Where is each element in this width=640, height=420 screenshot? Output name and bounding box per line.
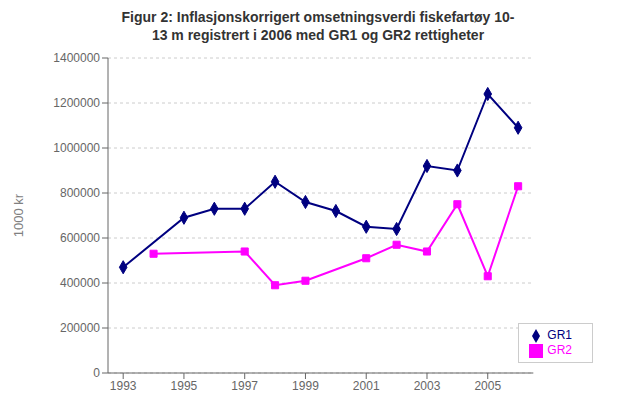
svg-text:1000 kr: 1000 kr — [11, 193, 26, 237]
svg-text:1400000: 1400000 — [53, 51, 100, 65]
svg-text:400000: 400000 — [60, 276, 100, 290]
html-text:13 m registrert i 2006 med GR1: 13 m registrert i 2006 med GR1 og GR2 re… — [151, 27, 485, 43]
svg-text:1200000: 1200000 — [53, 96, 100, 110]
svg-text:600000: 600000 — [60, 231, 100, 245]
html-text:GR2: GR2 — [547, 343, 572, 358]
svg-text:1995: 1995 — [171, 379, 198, 393]
svg-text:200000: 200000 — [60, 321, 100, 335]
html-text:GR1: GR1 — [547, 328, 572, 343]
svg-text:0: 0 — [93, 366, 100, 380]
svg-text:2001: 2001 — [353, 379, 380, 393]
svg-text:800000: 800000 — [60, 186, 100, 200]
html-text:Figur 2: Inflasjonskorrigert o: Figur 2: Inflasjonskorrigert omsetningsv… — [121, 9, 515, 25]
svg-text:1997: 1997 — [231, 379, 258, 393]
svg-text:1999: 1999 — [292, 379, 319, 393]
svg-text:1000000: 1000000 — [53, 141, 100, 155]
svg-text:2005: 2005 — [474, 379, 501, 393]
svg-text:2003: 2003 — [414, 379, 441, 393]
svg-text:1993: 1993 — [110, 379, 137, 393]
